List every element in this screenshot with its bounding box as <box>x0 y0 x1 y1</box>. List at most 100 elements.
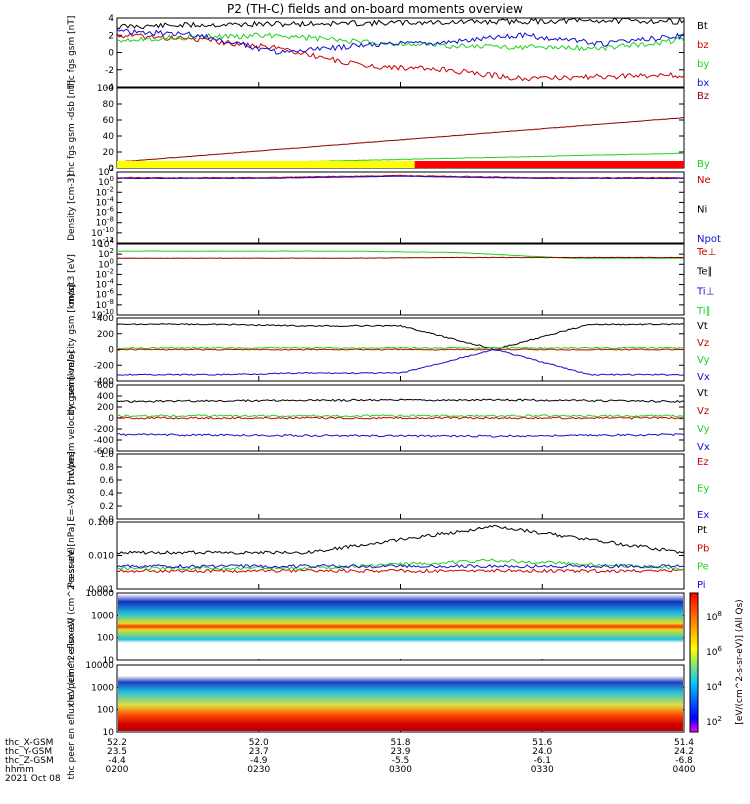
y-tick-label: 100 <box>97 706 114 716</box>
x-gsm-tick: 52.0 <box>249 738 269 748</box>
panel-frame <box>116 17 685 88</box>
time-tick: 0200 <box>106 765 129 775</box>
z-gsm-tick: -4.9 <box>250 756 268 766</box>
z-gsm-tick: -6.1 <box>533 756 551 766</box>
panel-10 <box>116 664 685 733</box>
time-tick: 0330 <box>531 765 554 775</box>
panel-ylabel: E=-VxB [mV/m] <box>67 451 77 521</box>
series-Ti∥ <box>117 250 685 259</box>
y-tick-label: 400 <box>97 392 114 402</box>
panel-ylabel: Pressure [nPa] <box>67 523 77 588</box>
time-tick: 0400 <box>673 765 696 775</box>
series-Vx <box>116 349 685 376</box>
series-Vt <box>116 323 685 350</box>
y-tick-label: 10-10 <box>91 308 114 321</box>
y-tick-label: -200 <box>94 361 115 371</box>
series-Npot <box>116 175 685 180</box>
series-Vt <box>116 398 684 404</box>
legend-Ex: Ex <box>697 510 709 521</box>
z-gsm-tick: -5.5 <box>392 756 410 766</box>
legend-Ey: Ey <box>697 484 709 495</box>
panel-7 <box>116 453 685 520</box>
series-bz <box>116 32 685 82</box>
y-tick-label: -4 <box>105 83 114 93</box>
panel-ylabel: thc peir en eflux eV (cm^2-s-sr-eV) <box>67 547 77 706</box>
series-Pb <box>116 568 685 574</box>
legend-Vy: Vy <box>697 355 710 366</box>
z-gsm-tick: -4.4 <box>108 756 126 766</box>
y-tick-label: -600 <box>94 447 115 457</box>
series-bx <box>116 28 685 55</box>
y-tick-label: 10 <box>103 656 115 666</box>
time-tick: 0300 <box>389 765 412 775</box>
series-Vz <box>116 416 685 420</box>
panel-4 <box>116 243 685 316</box>
colorbar-tick-label: 108 <box>706 610 722 623</box>
y-tick-label: -400 <box>94 436 115 446</box>
y-tick-label: 10-2 <box>96 185 114 198</box>
series-Te∥ <box>116 256 685 259</box>
y-tick-label: 100 <box>98 257 114 270</box>
panel-frame <box>116 87 685 169</box>
legend-Vt: Vt <box>697 388 708 399</box>
y-tick-label: 0 <box>108 164 114 174</box>
panel-3 <box>116 171 685 244</box>
y-gsm-tick: 23.9 <box>390 747 410 757</box>
y-tick-label: 40 <box>103 132 115 142</box>
y-tick-label: 104 <box>98 237 114 250</box>
legend-bz: bz <box>697 40 709 51</box>
legend-Bz: Bz <box>697 91 709 102</box>
panel-frame <box>116 453 685 520</box>
panel-8 <box>116 521 685 590</box>
series-Pt <box>116 524 685 555</box>
y-tick-label: 100 <box>97 84 114 94</box>
legend-By: By <box>697 159 710 170</box>
y-tick-label: 1000 <box>91 611 114 621</box>
spectrogram-electrons <box>118 666 683 731</box>
legend-Ti∥: Ti∥ <box>696 306 711 317</box>
y-tick-label: 102 <box>98 165 114 178</box>
legend-Vx: Vx <box>697 372 710 383</box>
y-tick-label: 100 <box>97 634 114 644</box>
series-Pi <box>116 563 685 569</box>
y-tick-label: 102 <box>98 247 114 260</box>
y-tick-label: 0.100 <box>88 518 114 528</box>
panel-frame <box>116 171 685 244</box>
y-tick-label: 200 <box>97 403 114 413</box>
legend-Vy: Vy <box>697 424 710 435</box>
colorbar-tick-label: 106 <box>706 645 722 658</box>
y-tick-label: 1000 <box>91 683 114 693</box>
x-gsm-tick: 51.4 <box>674 738 694 748</box>
series-Vy <box>116 414 685 418</box>
legend-Pt: Pt <box>697 525 707 536</box>
y-tick-label: 10-2 <box>96 267 114 280</box>
x-gsm-tick: 51.6 <box>532 738 552 748</box>
panel-ylabel: moqt3 [eV] <box>67 254 77 305</box>
y-tick-label: 200 <box>97 330 114 340</box>
y-tick-label: 0 <box>108 346 114 356</box>
colorbar-label: [eV/(cm^2-s-sr-eV)] (All Qs) <box>735 599 745 724</box>
panel-ylabel: Density [cm-3] <box>67 174 77 241</box>
y-tick-label: 0 <box>108 414 114 424</box>
spectrogram-ions <box>118 594 683 659</box>
y-tick-label: 4 <box>108 14 114 24</box>
y-tick-label: -2 <box>105 66 114 76</box>
legend-Pb: Pb <box>697 543 709 554</box>
legend-Vz: Vz <box>697 338 709 349</box>
y-tick-label: 10-10 <box>91 226 114 239</box>
axis-row-label-0: thc_X-GSM <box>5 738 53 748</box>
y-tick-label: 10000 <box>85 661 114 671</box>
legend-bx: bx <box>697 78 709 89</box>
panel-ylabel: thc fgs gsm [nT] <box>67 16 77 90</box>
y-tick-label: 10 <box>103 728 115 738</box>
legend-Te⊥: Te⊥ <box>696 247 716 258</box>
series-Vy <box>116 346 685 350</box>
axis-row-label-1: thc_Y-GSM <box>5 747 52 757</box>
y-tick-label: 0.4 <box>100 489 115 499</box>
panel-ylabel: thc fgs gsm -dsb [nT] <box>67 80 77 176</box>
y-tick-label: 0 <box>108 49 114 59</box>
panel-ylabel: thc peim velocity gsm [km/s] <box>67 284 77 415</box>
x-gsm-tick: 52.2 <box>107 738 127 748</box>
y-tick-label: -200 <box>94 425 115 435</box>
